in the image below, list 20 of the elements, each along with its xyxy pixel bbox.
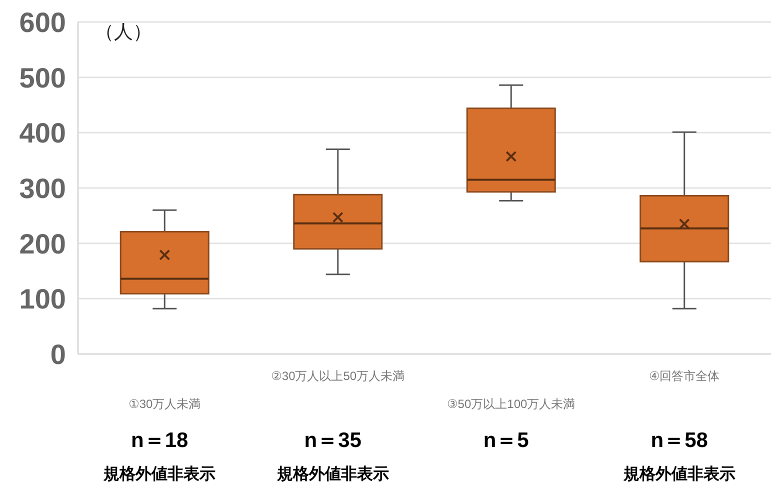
y-tick-label: 400 (19, 118, 66, 149)
plot: 0 100 200 300 400 500 600 （人） (19, 7, 771, 370)
text: n＝5 (483, 429, 530, 452)
text: n＝35 (304, 429, 362, 452)
x-tick-label: ②30万人以上50万人未満 (271, 369, 405, 383)
y-tick-label: 500 (19, 62, 66, 94)
text: n＝18 (131, 429, 189, 452)
y-tick-label: 200 (19, 228, 66, 260)
y-tick-label: 100 (19, 284, 66, 315)
y-tick-label: 0 (50, 339, 66, 370)
y-axis-title: （人） (95, 22, 152, 43)
text: 規格外値非表示 (622, 465, 736, 483)
text: n＝58 (650, 429, 708, 452)
text: 規格外値非表示 (102, 465, 216, 483)
y-tick-label: 600 (19, 7, 66, 38)
x-tick-label: ③50万以上100万人未満 (447, 397, 576, 411)
y-tick-label: 300 (19, 173, 66, 204)
x-tick-label: ④回答市全体 (648, 369, 720, 383)
text: 規格外値非表示 (276, 465, 389, 483)
x-tick-label: ①30万人未満 (128, 397, 201, 411)
